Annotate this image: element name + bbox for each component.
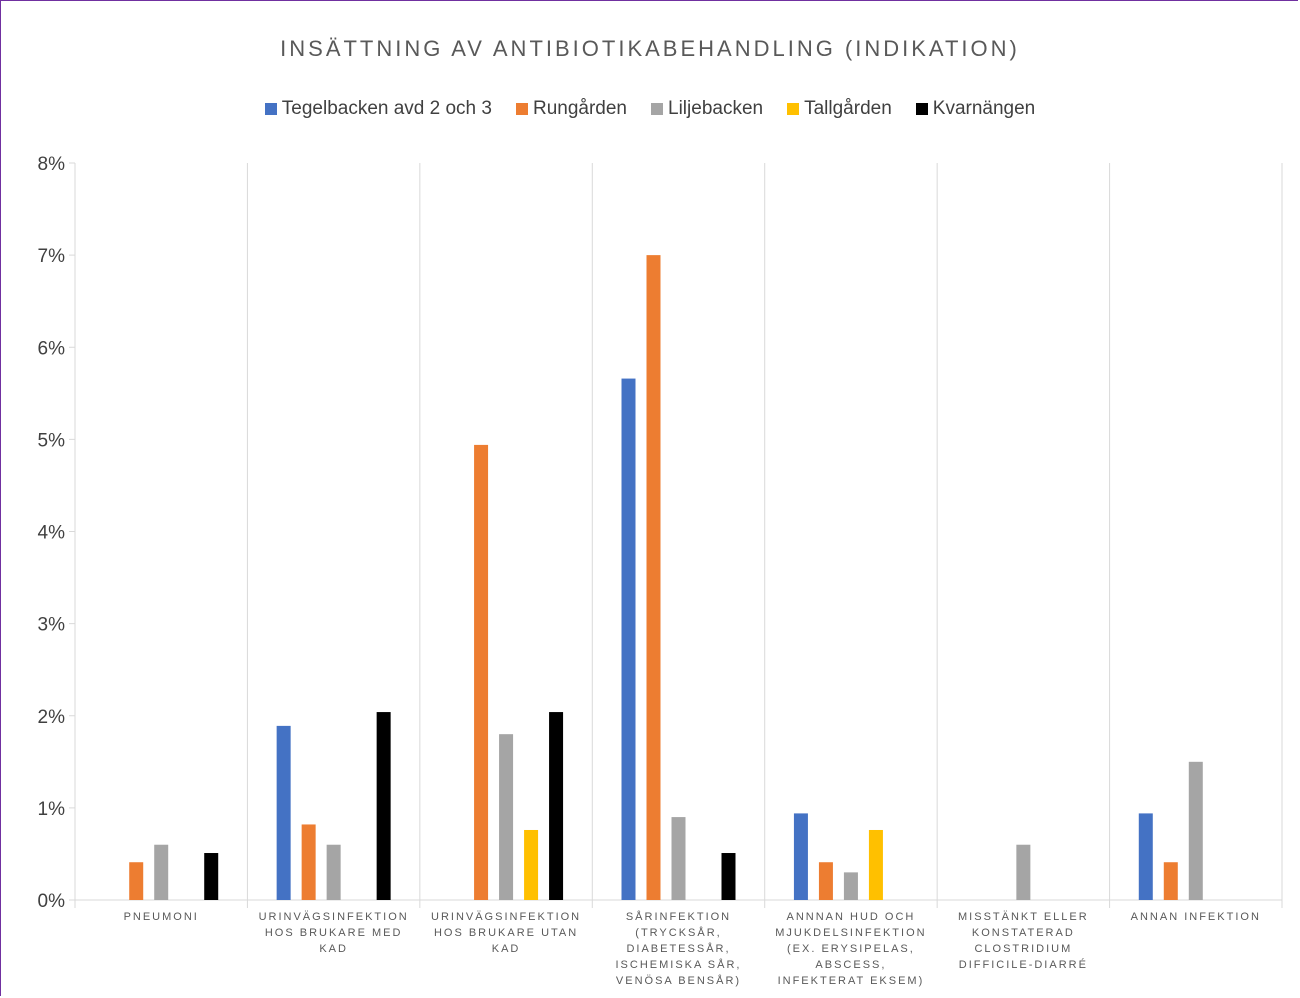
legend-label-kvarnangen: Kvarnängen xyxy=(932,98,1036,119)
bar xyxy=(301,824,316,900)
y-tick-label: 5% xyxy=(38,430,66,451)
bar xyxy=(499,734,514,900)
legend-swatch-tallgarden xyxy=(787,103,800,115)
bar xyxy=(524,829,539,900)
bar xyxy=(326,844,341,900)
y-tick-label: 3% xyxy=(38,615,66,636)
legend-label-tegelbacken: Tegelbacken avd 2 och 3 xyxy=(281,98,492,119)
bar xyxy=(129,862,144,900)
bar xyxy=(1163,862,1178,900)
bar xyxy=(721,853,736,900)
x-category-label: ANNNAN HUD OCH MJUKDELSINFEKTION (EX. ERYS… xyxy=(775,911,926,987)
legend: Tegelbacken avd 2 och 3 Rungården Liljeb… xyxy=(0,98,1300,120)
bar xyxy=(843,872,858,900)
legend-item-rungarden: Rungården xyxy=(515,98,628,120)
bar xyxy=(818,862,833,900)
x-category-label: PNEUMONI xyxy=(124,911,199,923)
y-tick-label: 6% xyxy=(38,338,66,359)
x-category-label: URINVÄGSINFEKTION HOS BRUKARE MED KAD xyxy=(259,911,409,955)
y-tick-label: 0% xyxy=(38,891,66,912)
bar xyxy=(1188,761,1203,900)
x-category-label: ANNAN INFEKTION xyxy=(1131,911,1261,923)
y-tick-label: 1% xyxy=(38,799,66,820)
y-tick-label: 2% xyxy=(38,707,66,728)
legend-label-liljebacken: Liljebacken xyxy=(668,98,764,119)
bar xyxy=(671,817,686,900)
bar xyxy=(474,444,489,900)
legend-swatch-kvarnangen xyxy=(915,103,928,115)
legend-swatch-rungarden xyxy=(515,103,528,115)
bar xyxy=(276,725,291,900)
bar xyxy=(376,712,391,900)
x-category-label: MISSTÄNKT ELLER KONSTATERAD CLOSTRIDIUM DIF… xyxy=(958,911,1089,971)
bar xyxy=(549,712,564,900)
chart-title: INSÄTTNING AV ANTIBIOTIKABEHANDLING (IND… xyxy=(280,36,1020,61)
legend-item-liljebacken: Liljebacken xyxy=(651,98,763,120)
bar xyxy=(204,853,219,900)
legend-swatch-tegelbacken xyxy=(264,103,277,115)
y-tick-label: 8% xyxy=(38,154,66,175)
bar xyxy=(646,255,661,900)
y-tick-label: 4% xyxy=(38,523,66,544)
legend-item-tegelbacken: Tegelbacken avd 2 och 3 xyxy=(264,98,492,120)
bar xyxy=(1138,813,1153,900)
legend-swatch-liljebacken xyxy=(651,103,664,115)
x-category-label: URINVÄGSINFEKTION HOS BRUKARE UTAN KAD xyxy=(431,911,581,955)
bar xyxy=(868,829,883,900)
legend-label-rungarden: Rungården xyxy=(532,98,628,119)
bar xyxy=(621,378,636,900)
legend-item-tallgarden: Tallgården xyxy=(787,98,892,120)
bar xyxy=(154,844,169,900)
legend-label-tallgarden: Tallgården xyxy=(804,98,892,119)
bar xyxy=(1016,844,1031,900)
y-tick-label: 7% xyxy=(38,246,66,267)
legend-item-kvarnangen: Kvarnängen xyxy=(915,98,1036,120)
bar xyxy=(793,813,808,900)
x-category-label: SÅRINFEKTION (TRYCKSÅR, DIABETESSÅR, ISCHEM… xyxy=(616,910,742,987)
